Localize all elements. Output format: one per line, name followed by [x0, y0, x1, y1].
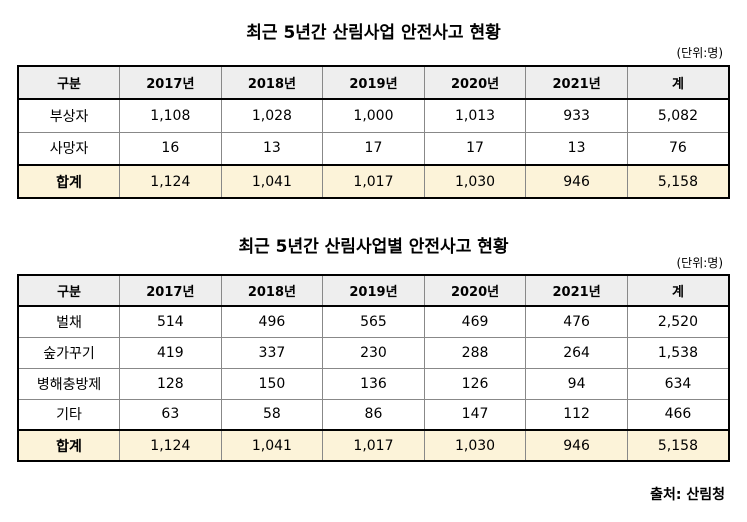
column-header: 2018년 [220, 274, 324, 307]
table-cell: 86 [322, 398, 425, 431]
table-cell: 1,013 [423, 98, 527, 133]
table-cell: 469 [423, 305, 527, 338]
column-header: 2021년 [525, 274, 628, 307]
accident-table: 구분 2017년 2018년 2019년 2020년 2021년 계 부상자 1,108 1,02… [17, 65, 730, 199]
column-header: 계 [626, 274, 730, 307]
column-header: 2021년 [525, 65, 628, 100]
table-cell: 76 [626, 131, 730, 166]
table-cell: 58 [220, 398, 324, 431]
table-cell: 1,124 [119, 429, 222, 462]
table-cell: 1,041 [220, 429, 324, 462]
header-row: 구분 2017년 2018년 2019년 2020년 2021년 계 [17, 274, 730, 307]
row-label: 벌채 [17, 305, 121, 338]
row-label: 합계 [17, 164, 121, 199]
total-row: 합계 1,124 1,041 1,017 1,030 946 5,158 [17, 429, 730, 462]
column-header: 구분 [17, 65, 121, 100]
table-cell: 264 [525, 336, 628, 369]
column-header: 2017년 [119, 274, 222, 307]
row-label: 합계 [17, 429, 121, 462]
table-cell: 946 [525, 429, 628, 462]
table-cell: 5,082 [626, 98, 730, 133]
column-header: 2019년 [322, 65, 425, 100]
table-cell: 419 [119, 336, 222, 369]
table-cell: 476 [525, 305, 628, 338]
row-label: 사망자 [17, 131, 121, 166]
column-header: 구분 [17, 274, 121, 307]
table-cell: 1,017 [322, 429, 425, 462]
table-cell: 150 [220, 367, 324, 400]
row-label: 병해충방제 [17, 367, 121, 400]
table-cell: 17 [423, 131, 527, 166]
table-cell: 13 [220, 131, 324, 166]
total-row: 합계 1,124 1,041 1,017 1,030 946 5,158 [17, 164, 730, 199]
table-cell: 634 [626, 367, 730, 400]
table-row: 부상자 1,108 1,028 1,000 1,013 933 5,082 [17, 98, 730, 133]
table-cell: 337 [220, 336, 324, 369]
column-header: 2020년 [423, 65, 527, 100]
table-cell: 17 [322, 131, 425, 166]
table-cell: 63 [119, 398, 222, 431]
row-label: 기타 [17, 398, 121, 431]
table-cell: 147 [423, 398, 527, 431]
table-cell: 514 [119, 305, 222, 338]
table-row: 기타 63 58 86 147 112 466 [17, 398, 730, 431]
table-cell: 933 [525, 98, 628, 133]
table-cell: 126 [423, 367, 527, 400]
accident-by-project-table: 구분 2017년 2018년 2019년 2020년 2021년 계 벌채 514 496 565 4… [17, 274, 730, 462]
table-row: 병해충방제 128 150 136 126 94 634 [17, 367, 730, 400]
column-header: 2017년 [119, 65, 222, 100]
table-cell: 1,030 [423, 429, 527, 462]
table2-unit: (단위:명) [676, 256, 723, 270]
source-note: 출처: 산림청 [650, 487, 725, 503]
table2-title: 최근 5년간 산림사업별 안전사고 현황 [238, 237, 509, 257]
table-cell: 94 [525, 367, 628, 400]
table-cell: 946 [525, 164, 628, 199]
table-cell: 1,108 [119, 98, 222, 133]
table-cell: 1,538 [626, 336, 730, 369]
table-cell: 230 [322, 336, 425, 369]
column-header: 2020년 [423, 274, 527, 307]
table-cell: 112 [525, 398, 628, 431]
table-cell: 565 [322, 305, 425, 338]
table-cell: 13 [525, 131, 628, 166]
row-label: 부상자 [17, 98, 121, 133]
table-cell: 288 [423, 336, 527, 369]
header-row: 구분 2017년 2018년 2019년 2020년 2021년 계 [17, 65, 730, 100]
table-cell: 5,158 [626, 429, 730, 462]
table-row: 숲가꾸기 419 337 230 288 264 1,538 [17, 336, 730, 369]
table-row: 사망자 16 13 17 17 13 76 [17, 131, 730, 166]
table-cell: 16 [119, 131, 222, 166]
table-cell: 466 [626, 398, 730, 431]
table-cell: 1,017 [322, 164, 425, 199]
table-cell: 1,000 [322, 98, 425, 133]
table1-title: 최근 5년간 산림사업 안전사고 현황 [246, 23, 501, 43]
column-header: 2019년 [322, 274, 425, 307]
table-cell: 5,158 [626, 164, 730, 199]
table-cell: 136 [322, 367, 425, 400]
column-header: 2018년 [220, 65, 324, 100]
row-label: 숲가꾸기 [17, 336, 121, 369]
table-cell: 1,124 [119, 164, 222, 199]
table-cell: 2,520 [626, 305, 730, 338]
table-row: 벌채 514 496 565 469 476 2,520 [17, 305, 730, 338]
table1-unit: (단위:명) [676, 46, 723, 60]
table-cell: 1,041 [220, 164, 324, 199]
table-cell: 496 [220, 305, 324, 338]
column-header: 계 [626, 65, 730, 100]
table-cell: 128 [119, 367, 222, 400]
table-cell: 1,028 [220, 98, 324, 133]
table-cell: 1,030 [423, 164, 527, 199]
